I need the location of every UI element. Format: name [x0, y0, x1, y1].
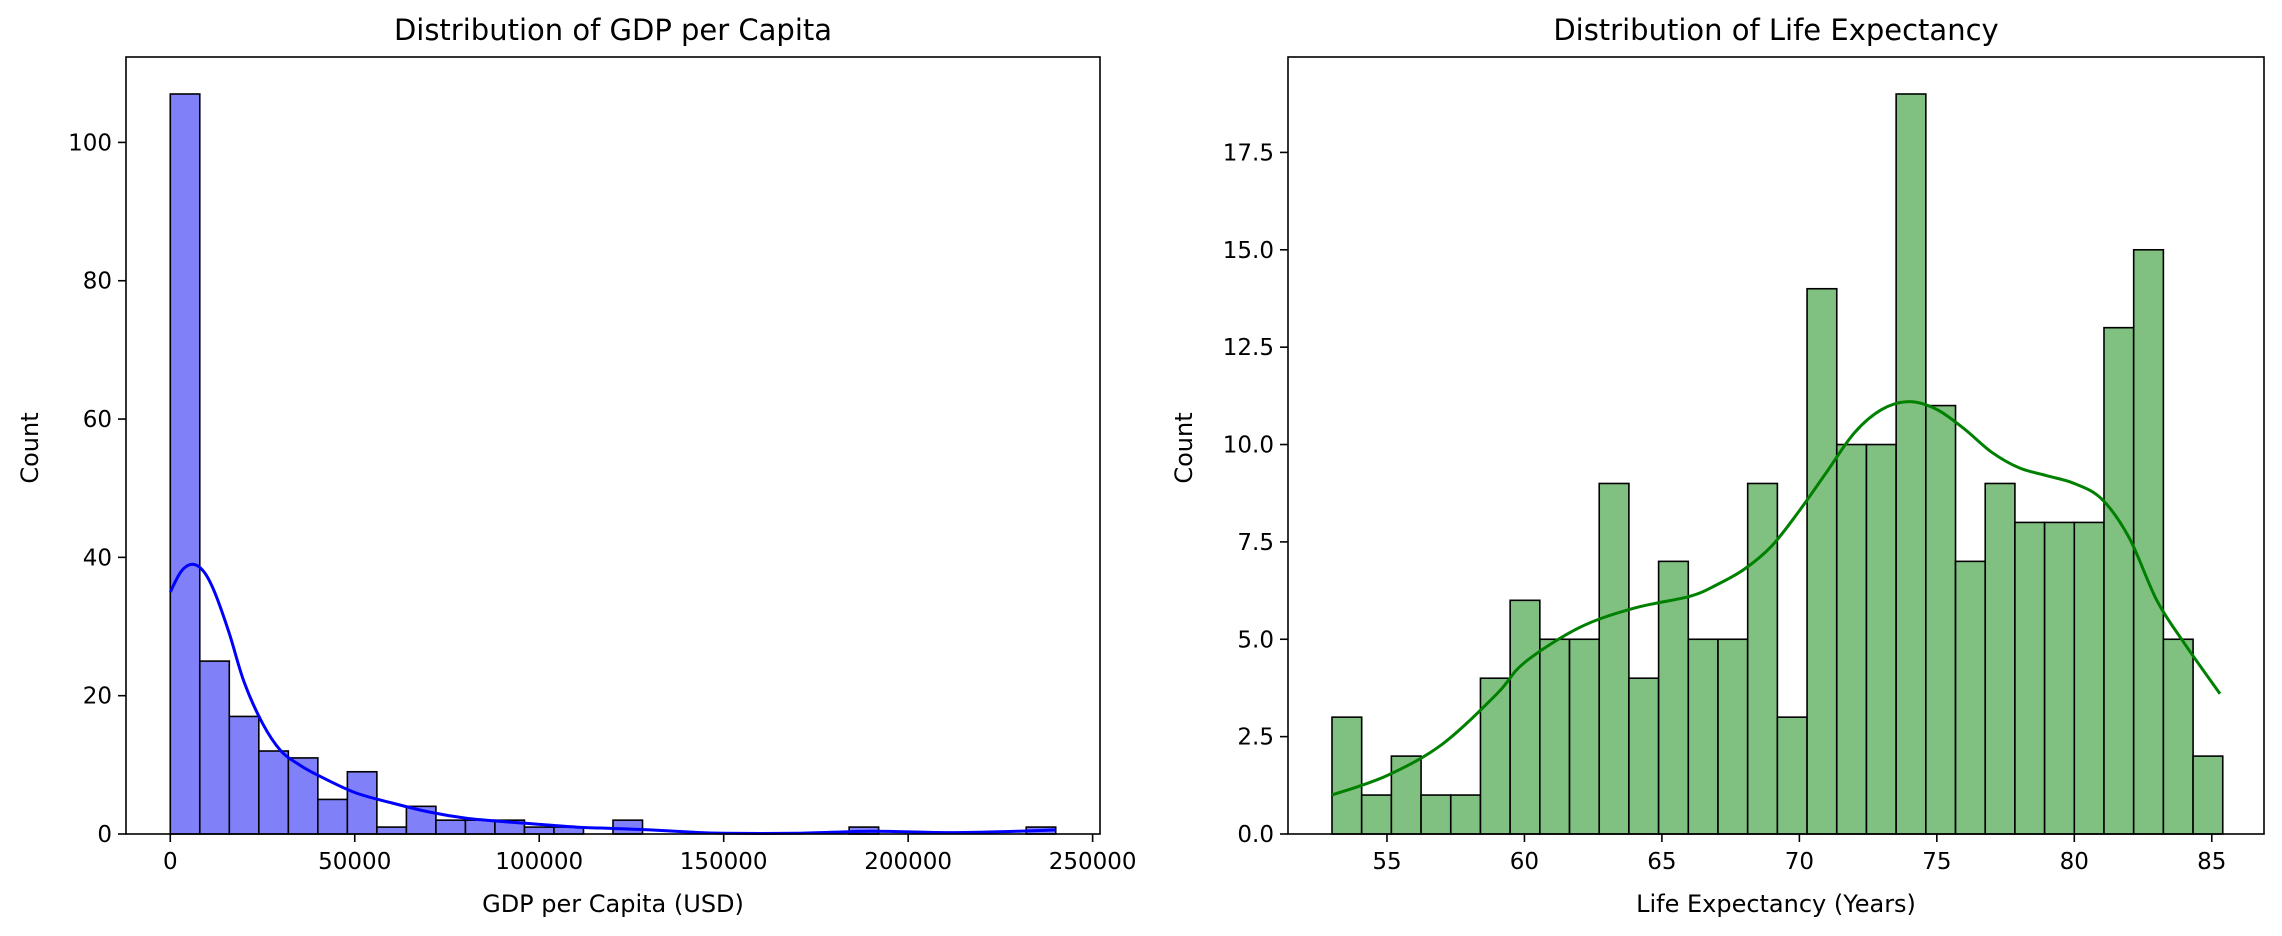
- life-expectancy-x-tick-label: 60: [1510, 849, 1539, 875]
- gdp-y-tick-label: 60: [83, 407, 112, 433]
- life-expectancy-bar: [2192, 755, 2224, 835]
- life-expectancy-y-axis-label: Count: [1170, 412, 1198, 483]
- life-expectancy-bar: [1449, 794, 1482, 835]
- gdp-chart-title: Distribution of GDP per Capita: [394, 13, 832, 47]
- life-expectancy-bar: [1717, 638, 1749, 835]
- life-expectancy-x-tick-label: 85: [2197, 849, 2226, 875]
- life-expectancy-bar: [1865, 443, 1897, 835]
- gdp-bar: [228, 715, 260, 835]
- life-expectancy-y-tick-label: 12.5: [1223, 335, 1274, 361]
- life-expectancy-bar: [1360, 794, 1393, 835]
- life-expectancy-bar: [2014, 521, 2046, 835]
- life-expectancy-bar: [1539, 638, 1571, 835]
- life-expectancy-bar: [2132, 248, 2165, 835]
- life-expectancy-y-tick-label: 2.5: [1237, 725, 1274, 751]
- life-expectancy-bar: [1954, 560, 1987, 835]
- gdp-bar: [376, 826, 408, 835]
- life-expectancy-bar: [1479, 677, 1511, 835]
- life-expectancy-bar: [1687, 638, 1719, 835]
- life-expectancy-y-tick-label: 5.0: [1237, 627, 1274, 653]
- life-expectancy-bar: [1925, 404, 1957, 835]
- gdp-y-tick-label: 20: [83, 684, 112, 710]
- life-expectancy-bar: [1835, 443, 1868, 835]
- life-expectancy-bar: [1895, 93, 1927, 835]
- gdp-bar: [435, 819, 467, 835]
- life-expectancy-bar: [1568, 638, 1601, 835]
- gdp-x-tick-label: 100000: [495, 849, 583, 875]
- life-expectancy-y-tick-label: 10.0: [1223, 433, 1274, 459]
- gdp-y-axis-label: Count: [16, 412, 44, 483]
- life-expectancy-y-tick-label: 17.5: [1223, 140, 1274, 166]
- gdp-bar: [612, 819, 644, 835]
- life-expectancy-x-tick-label: 75: [1922, 849, 1951, 875]
- gdp-bar: [258, 750, 290, 835]
- life-expectancy-histogram-panel: Distribution of Life Expectancy Life Exp…: [1170, 13, 2265, 918]
- life-expectancy-x-tick-label: 55: [1372, 849, 1401, 875]
- gdp-bar: [169, 93, 201, 835]
- gdp-y-tick-label: 100: [68, 130, 112, 156]
- gdp-bar: [198, 660, 231, 835]
- gdp-bar: [287, 757, 319, 835]
- life-expectancy-y-tick-label: 15.0: [1223, 238, 1274, 264]
- gdp-histogram-panel: Distribution of GDP per Capita GDP per C…: [16, 13, 1137, 918]
- life-expectancy-bar: [1806, 287, 1838, 835]
- life-expectancy-bar: [2043, 521, 2076, 835]
- gdp-plot-frame: [125, 56, 1101, 835]
- life-expectancy-bar: [1657, 560, 1690, 835]
- life-expectancy-bar: [1509, 599, 1541, 835]
- life-expectancy-y-tick-label: 7.5: [1237, 530, 1274, 556]
- gdp-x-tick-label: 0: [163, 849, 178, 875]
- life-expectancy-x-tick-label: 65: [1647, 849, 1676, 875]
- life-expectancy-bar: [1628, 677, 1660, 835]
- gdp-bar: [346, 770, 378, 835]
- gdp-bar: [317, 798, 349, 835]
- gdp-y-tick-label: 40: [83, 545, 112, 571]
- gdp-y-tick-label: 80: [83, 269, 112, 295]
- life-expectancy-bar: [2162, 638, 2194, 835]
- life-expectancy-y-tick-label: 0.0: [1237, 822, 1274, 848]
- gdp-x-tick-label: 250000: [1049, 849, 1137, 875]
- life-expectancy-bar: [1598, 482, 1630, 835]
- life-expectancy-bar: [2103, 326, 2135, 835]
- gdp-bar: [523, 826, 555, 835]
- life-expectancy-chart-title: Distribution of Life Expectancy: [1553, 13, 1998, 47]
- life-expectancy-kde-line: [1331, 400, 2222, 797]
- life-expectancy-bar: [1984, 482, 2016, 835]
- gdp-x-axis-label: GDP per Capita (USD): [482, 890, 744, 918]
- life-expectancy-bar: [2073, 521, 2105, 835]
- life-expectancy-plot-frame: [1287, 56, 2265, 835]
- gdp-x-tick-label: 150000: [680, 849, 768, 875]
- life-expectancy-bar: [1746, 482, 1779, 835]
- life-expectancy-bar: [1420, 794, 1452, 835]
- life-expectancy-x-axis-label: Life Expectancy (Years): [1636, 890, 1916, 918]
- gdp-x-tick-label: 50000: [318, 849, 391, 875]
- gdp-x-tick-label: 200000: [864, 849, 952, 875]
- life-expectancy-x-tick-label: 80: [2060, 849, 2089, 875]
- life-expectancy-x-tick-label: 70: [1785, 849, 1814, 875]
- gdp-y-tick-label: 0: [97, 822, 112, 848]
- life-expectancy-bar: [1776, 716, 1808, 835]
- life-expectancy-bar: [1331, 716, 1363, 835]
- gdp-bar: [464, 819, 496, 835]
